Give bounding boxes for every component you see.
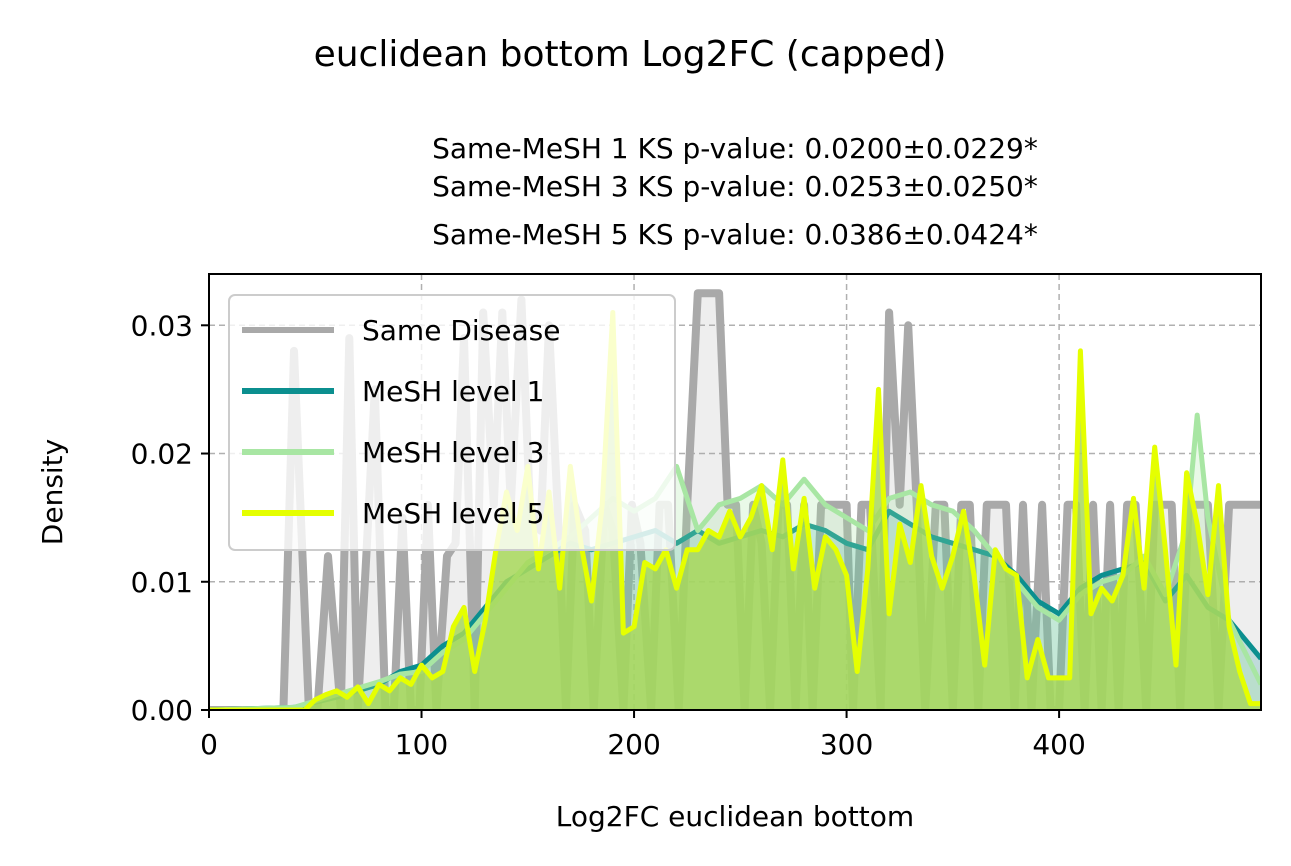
y-tick-label: 0.00: [131, 694, 193, 727]
y-tick-label: 0.01: [131, 566, 193, 599]
legend-label: MeSH level 1: [362, 375, 544, 408]
y-axis-label: Density: [36, 439, 69, 545]
chart-subtitle-line-2: Same-MeSH 3 KS p-value: 0.0253±0.0250*: [432, 170, 1038, 203]
legend: Same Disease MeSH level 1 MeSH level 3 MeSH…: [228, 294, 676, 551]
series-layer: [209, 289, 1261, 710]
series-line-3: [209, 412, 1261, 710]
series-area-4: [209, 312, 1261, 710]
x-tick-label: 300: [820, 728, 873, 761]
x-tick-label: 0: [200, 728, 218, 761]
x-tick-label: 200: [607, 728, 660, 761]
y-tick-label: 0.03: [131, 309, 193, 342]
x-axis-label: Log2FC euclidean bottom: [556, 800, 914, 833]
legend-label: MeSH level 5: [362, 497, 544, 530]
legend-label: Same Disease: [362, 314, 560, 347]
series-line-4: [209, 310, 1261, 710]
x-tick-label: 100: [395, 728, 448, 761]
chart-subtitle-line-3: Same-MeSH 5 KS p-value: 0.0386±0.0424*: [432, 218, 1038, 251]
chart-subtitle-line-1: Same-MeSH 1 KS p-value: 0.0200±0.0229*: [432, 132, 1038, 165]
legend-box: [228, 294, 676, 551]
plot-frame: [208, 273, 1262, 711]
y-tick-label: 0.02: [131, 438, 193, 471]
x-tick-label: 400: [1032, 728, 1085, 761]
chart-suptitle: euclidean bottom Log2FC (capped): [314, 34, 947, 75]
legend-label: MeSH level 3: [362, 436, 544, 469]
series-line-1: [209, 289, 1261, 710]
axis-ticks: 0 100 200 300 400 0.00 0.01 0.02 0.03: [131, 309, 1086, 761]
